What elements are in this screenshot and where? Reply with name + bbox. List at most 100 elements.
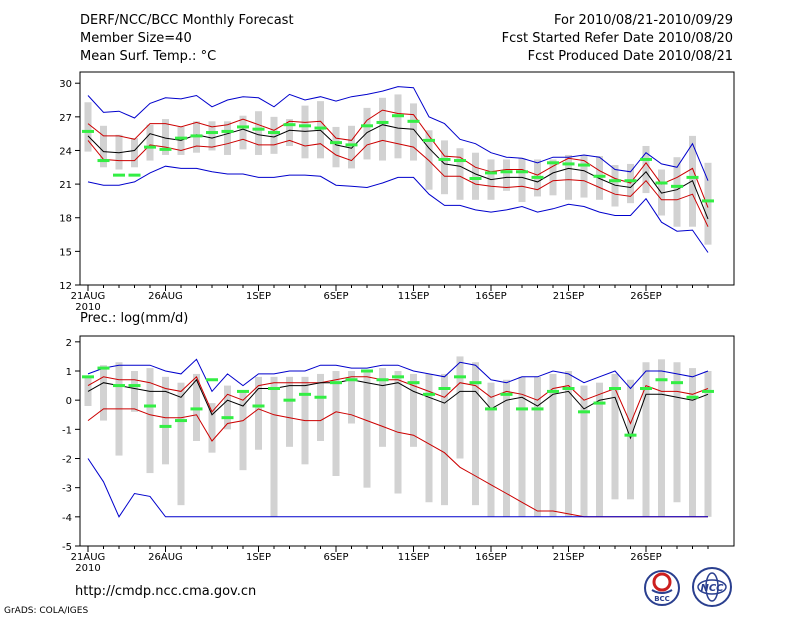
ensemble-box [456,356,464,459]
ensemble-box [580,385,588,517]
ensemble-box [100,365,107,421]
ensemble-box [704,371,712,517]
observed-marker [190,407,203,411]
observed-marker [423,392,435,396]
observed-marker [159,147,172,151]
y-tick-label: -2 [62,455,72,466]
ensemble-box [286,119,293,146]
y-tick-label: 18 [59,214,72,225]
ensemble-box [534,376,541,517]
x-tick-label: 1SEP [246,291,271,302]
x-tick-label: 21SEP [553,291,584,302]
y-tick-label: 2 [66,338,72,349]
ensemble-box [84,102,92,152]
ensemble-box [146,124,154,161]
x-tick-label: 1SEP [246,552,271,563]
observed-marker [82,129,94,133]
observed-marker [97,366,110,370]
x-tick-label: 16SEP [475,552,506,563]
observed-marker [686,175,699,179]
observed-marker [609,387,621,390]
observed-marker [221,129,234,133]
x-tick-label: 26SEP [630,552,661,563]
forecast-period: For 2010/08/21-2010/09/29 [554,13,733,28]
observed-marker [159,424,172,428]
y-tick-label: 0 [66,396,72,407]
observed-marker [686,395,699,399]
x-tick-label: 21AUG [71,291,106,302]
ensemble-box [611,373,619,500]
observed-marker [469,177,482,180]
ensemble-box [441,140,448,195]
y-tick-label: 27 [59,113,72,124]
ensemble-box [317,101,324,159]
ensemble-box [270,116,278,154]
fcst-produced-date: Fcst Produced Date 2010/08/21 [528,49,733,64]
observed-marker [283,123,296,127]
observed-marker [175,136,187,140]
ensemble-box [642,145,650,194]
observed-marker [516,407,528,411]
ensemble-box [580,154,588,198]
figure-title: DERF/NCC/BCC Monthly Forecast [80,13,294,28]
ensemble-box [255,111,262,155]
x-tick-label: 6SEP [323,291,348,302]
bcc-logo-text: BCC [654,595,670,603]
observed-marker [268,387,280,390]
observed-marker [531,407,544,411]
ensemble-box [658,359,665,517]
observed-marker [702,389,714,393]
x-tick-label: 26SEP [630,291,661,302]
observed-marker [206,131,218,135]
ensemble-box [84,376,92,406]
ensemble-box [596,382,603,517]
ensemble-box [704,162,712,245]
observed-marker [97,159,110,163]
ensemble-box [673,362,681,503]
observed-marker [578,163,590,167]
observed-marker [438,157,451,161]
ensemble-box [177,382,185,506]
y-tick-label: 21 [59,180,72,191]
ensemble-box [255,376,262,450]
ensemble-box [208,403,216,453]
ensemble-box [363,107,371,160]
observed-marker [175,419,187,423]
x-tick-label: 6SEP [323,552,348,563]
observed-marker [562,387,575,390]
source-url[interactable]: http://cmdp.ncc.cma.gov.cn [75,584,256,599]
observed-marker [128,173,141,177]
ensemble-box [472,152,479,200]
x-tick-label: 11SEP [398,291,429,302]
observed-marker [593,401,606,405]
observed-marker [314,126,327,130]
observed-marker [407,119,420,123]
precip-panel-title: Prec.: log(mm/d) [80,311,188,326]
observed-marker [361,369,373,373]
ensemble-box [379,368,386,447]
observed-marker [624,433,637,437]
observed-marker [299,392,311,396]
observed-marker [144,404,156,408]
observed-marker [624,179,637,183]
observed-marker [314,395,327,399]
x-tick-label: 21SEP [553,552,584,563]
observed-marker [500,392,513,396]
ensemble-box [317,373,324,441]
ensemble-box [642,362,650,517]
observed-marker [593,174,606,178]
ensemble-box [208,121,216,151]
observed-marker [376,378,389,382]
x-tick-label: 26AUG [148,291,183,302]
ensemble-box [627,163,634,204]
ensemble-box [689,368,696,517]
x-year-label: 2010 [75,563,100,574]
ensemble-box [224,121,231,155]
observed-marker [671,381,683,385]
ensemble-box [627,379,634,500]
ensemble-box [425,373,433,503]
bcc-logo: BCC [644,570,680,606]
ensemble-box [549,373,557,517]
observed-marker [702,199,714,203]
ensemble-box [162,119,169,155]
